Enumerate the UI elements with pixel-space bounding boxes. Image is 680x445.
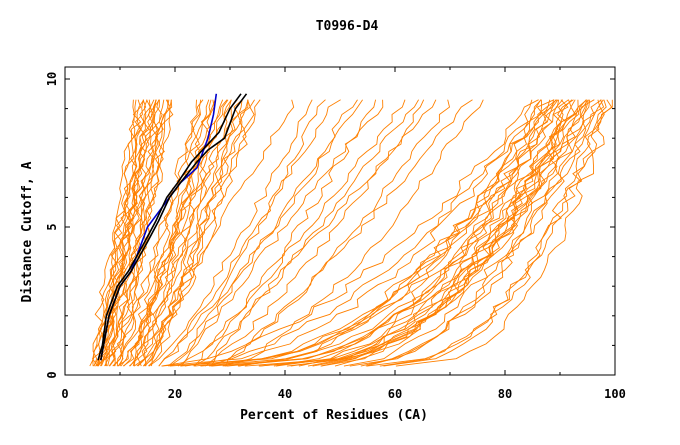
model-curve [343, 99, 591, 367]
x-tick-label: 60 [388, 387, 402, 401]
model-curve [136, 99, 243, 367]
x-tick-label: 80 [498, 387, 512, 401]
y-tick-label: 10 [45, 72, 59, 86]
model-curve [177, 99, 377, 367]
model-curve [148, 99, 261, 367]
model-curve [123, 99, 216, 367]
model-curve [97, 99, 157, 367]
model-curve [395, 99, 613, 367]
model-curve [100, 99, 157, 367]
model-curve [210, 99, 558, 367]
model-curve [238, 99, 557, 367]
model-curve [383, 99, 607, 367]
model-curve [133, 99, 232, 367]
x-tick-label: 0 [61, 387, 68, 401]
model-curve [161, 99, 533, 367]
model-curve [211, 99, 437, 367]
model-curve [91, 99, 145, 367]
y-axis: 0 5 10 [45, 72, 615, 379]
model-curve [286, 99, 579, 367]
model-curve [211, 99, 551, 367]
model-curve [120, 99, 212, 367]
model-curve [112, 99, 198, 367]
x-axis-label: Percent of Residues (CA) [240, 408, 428, 423]
model-curve [144, 99, 295, 367]
x-tick-label: 40 [278, 387, 292, 401]
model-curve [334, 99, 589, 367]
model-curve [117, 99, 202, 367]
model-curve [193, 99, 419, 367]
chart-title: T0996-D4 [316, 19, 379, 34]
model-curve [151, 99, 255, 367]
model-curve [161, 99, 539, 367]
model-curve [307, 99, 589, 367]
highlight-series-black [100, 93, 248, 361]
model-curve [129, 99, 228, 367]
model-curve [158, 99, 326, 367]
model-curve [379, 99, 613, 367]
x-tick-label: 20 [168, 387, 182, 401]
model-curve [180, 99, 384, 367]
y-tick-label: 5 [45, 223, 59, 230]
model-curve [143, 99, 251, 367]
model-curve [204, 99, 425, 367]
model-curve [89, 99, 142, 367]
model-curve [366, 99, 605, 367]
model-curve [312, 99, 587, 367]
model-curve [222, 99, 484, 367]
x-axis: 0 20 40 60 80 100 [61, 67, 626, 401]
model-curve [169, 99, 363, 367]
model-curves [89, 99, 613, 367]
model-curve [158, 99, 341, 367]
model-curve [298, 99, 587, 367]
model-curve [148, 99, 313, 367]
y-axis-label: Distance Cutoff, A [20, 161, 35, 302]
model-curve [208, 99, 451, 367]
model-curve [225, 99, 473, 367]
model-curve [107, 99, 163, 367]
model-curve [360, 99, 604, 367]
x-tick-label: 100 [604, 387, 626, 401]
model-curve [133, 99, 232, 367]
model-curve [365, 99, 605, 367]
model-curve [275, 99, 572, 367]
model-curve [224, 99, 564, 367]
model-curve [273, 99, 573, 367]
model-curve [237, 99, 560, 367]
plot-area [89, 93, 613, 367]
model-curve [108, 99, 171, 367]
model-curve [290, 99, 577, 367]
model-curve [167, 99, 358, 367]
y-tick-label: 0 [45, 371, 59, 378]
model-curve [113, 99, 173, 367]
highlight-series-black [97, 93, 242, 361]
highlight-curves [97, 93, 248, 361]
model-curve [194, 99, 555, 367]
model-curve [137, 99, 243, 367]
model-curve [96, 99, 155, 367]
model-curve [117, 99, 210, 367]
model-curve [184, 99, 542, 367]
model-curve [193, 99, 406, 367]
